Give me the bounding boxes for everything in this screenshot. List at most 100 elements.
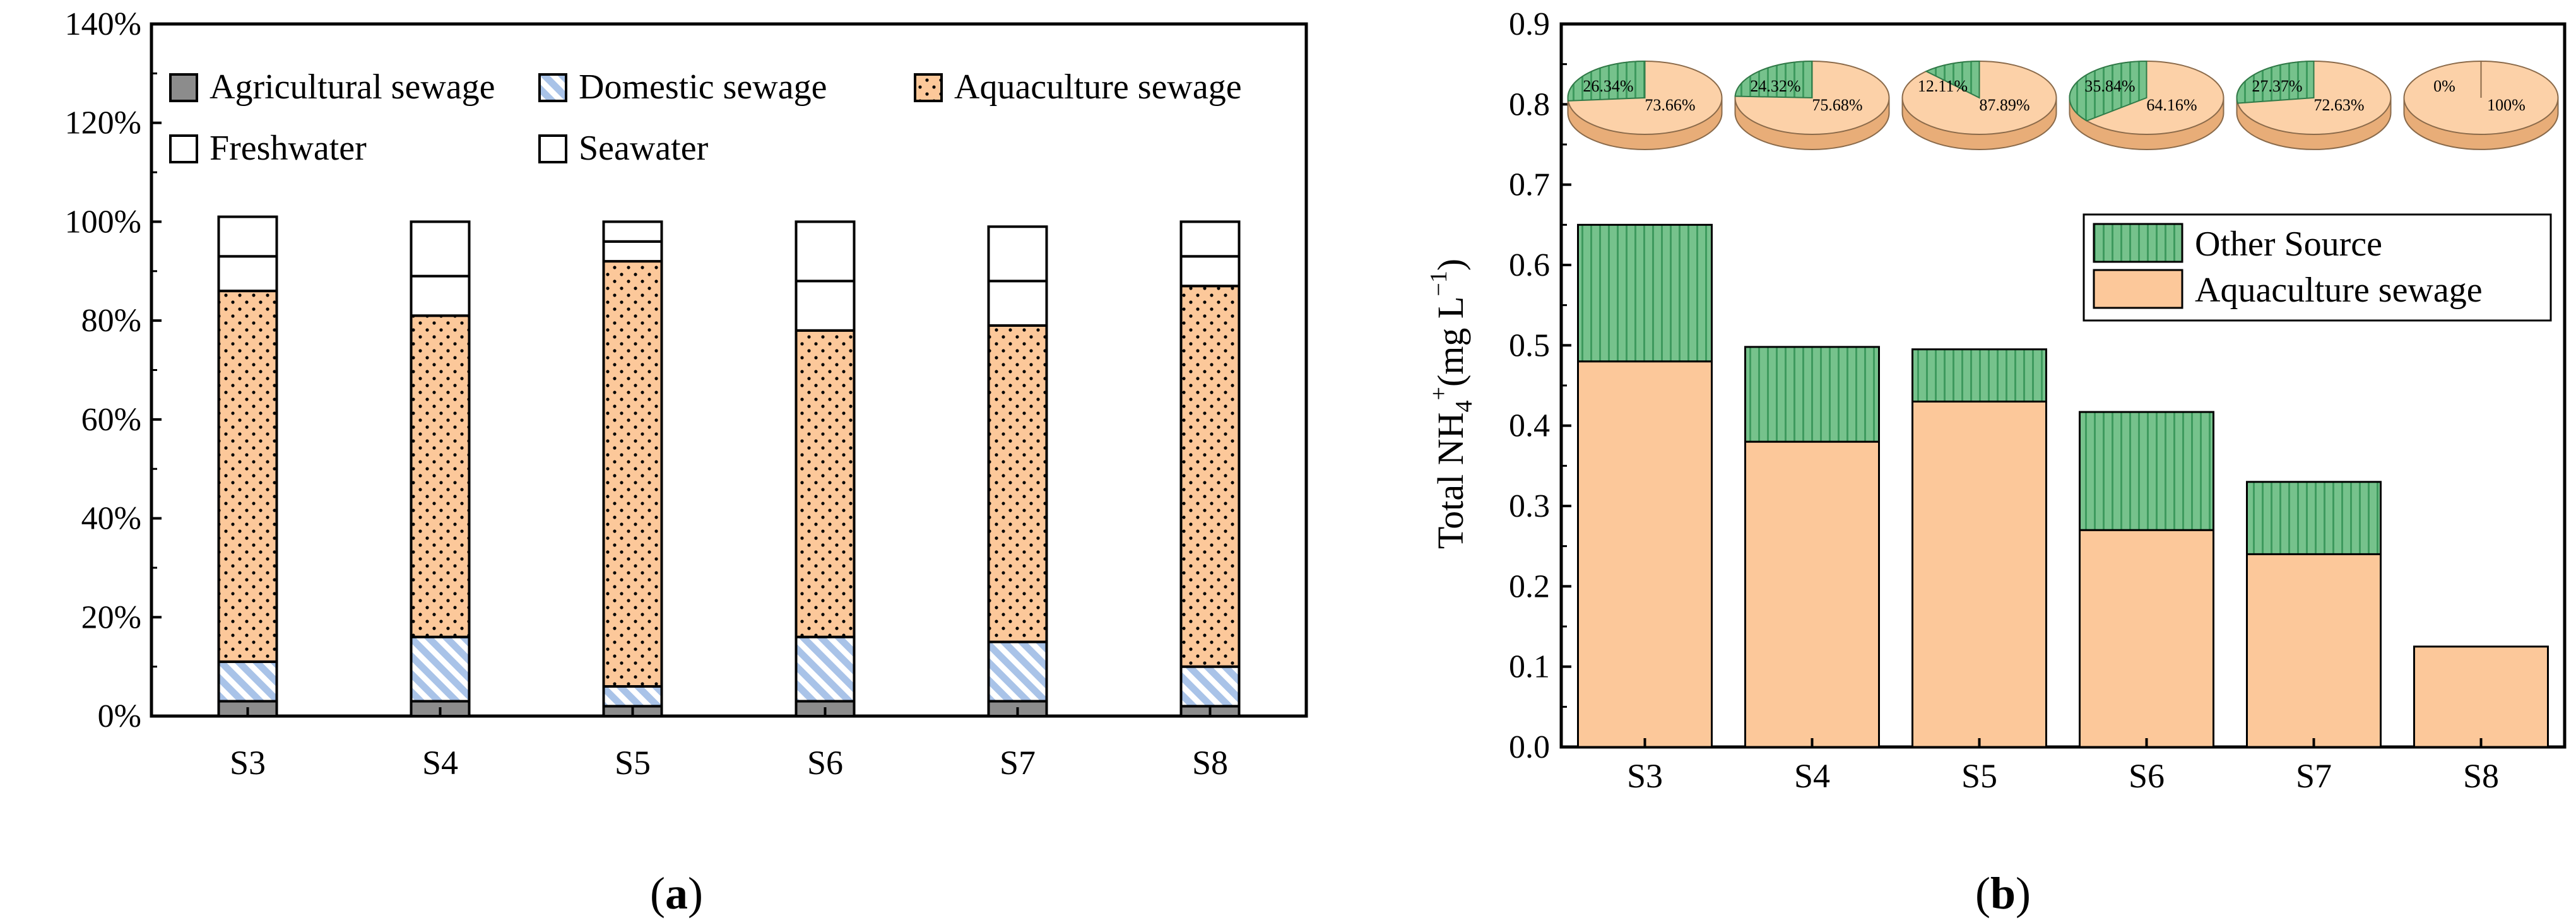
pie-chart: 35.84% 64.16% [2069, 60, 2224, 150]
pie-slice-other-source [2236, 60, 2315, 104]
category-label: S4 [422, 744, 458, 782]
legend-swatch [169, 73, 198, 102]
y-tick-label: 0.3 [1509, 488, 1550, 524]
bar-seawater [410, 220, 471, 278]
bar-freshwater [602, 240, 663, 263]
panel-b-legend: Other Source Aquaculture sewage [2083, 213, 2552, 322]
pie-slice-other-source [1925, 60, 1980, 99]
y-tick-label: 0.6 [1509, 247, 1550, 283]
legend-swatch [538, 73, 567, 102]
pie-label-other: 27.37% [2252, 77, 2302, 95]
category-label: S8 [1192, 744, 1228, 782]
bar-domestic-sewage [987, 640, 1048, 703]
panel-a-plot-frame [150, 22, 1308, 718]
bar-aquaculture-sewage [1577, 360, 1713, 748]
legend-label: Other Source [2195, 225, 2382, 264]
pie-label-other: 35.84% [2084, 77, 2135, 95]
panel-a-legend: Agricultural sewage Domestic sewage Aquacu… [169, 68, 1242, 168]
category-label: S3 [1627, 757, 1663, 795]
pie-chart: 27.37% 72.63% [2236, 60, 2392, 150]
y-tick-label: 80% [81, 303, 141, 339]
bar-aquaculture-sewage [987, 324, 1048, 644]
pie-chart: 26.34% 73.66% [1567, 60, 1723, 150]
bar-freshwater [795, 279, 856, 332]
bar-seawater [602, 220, 663, 243]
y-tick-label: 0.8 [1509, 86, 1550, 122]
legend-swatch [169, 134, 198, 163]
bar-aquaculture-sewage [2413, 645, 2549, 748]
bar-seawater [1179, 220, 1241, 258]
bar-other-source [2079, 411, 2214, 531]
bar-domestic-sewage [795, 635, 856, 703]
y-tick-label: 0.5 [1509, 327, 1550, 363]
bar-aquaculture-sewage [410, 314, 471, 638]
category-label: S8 [2463, 757, 2499, 795]
pie-label-aquaculture: 87.89% [1979, 96, 2029, 114]
y-tick-label: 120% [65, 105, 141, 141]
category-label: S6 [807, 744, 843, 782]
panel-a-label: (a) [650, 868, 703, 919]
bar-aquaculture-sewage [795, 329, 856, 638]
legend-label: Freshwater [210, 129, 367, 168]
bar-other-source [1744, 346, 1880, 443]
category-label: S7 [2296, 757, 2332, 795]
y-tick-label: 140% [65, 6, 141, 42]
pie-chart: 0% 100% [2403, 61, 2559, 150]
bar-domestic-sewage [1179, 665, 1241, 708]
category-label: S7 [1000, 744, 1036, 782]
pie-slice-other-source [2069, 60, 2148, 122]
pie-slice-other-source [1567, 60, 1646, 102]
y-tick-label: 0% [98, 698, 141, 734]
legend-label: Agricultural sewage [210, 68, 495, 107]
pie-label-aquaculture: 64.16% [2146, 96, 2197, 114]
bar-aquaculture-sewage [602, 260, 663, 688]
bar-other-source [1911, 348, 2047, 403]
y-tick-label: 0.9 [1509, 6, 1550, 42]
pie-label-aquaculture: 72.63% [2313, 96, 2364, 114]
panel-b-y-axis-label: Total NH4+(mg L−1) [1426, 259, 1477, 549]
bar-domestic-sewage [217, 660, 278, 703]
legend-swatch [538, 134, 567, 163]
bar-domestic-sewage [602, 685, 663, 708]
category-label: S5 [615, 744, 651, 782]
panel-b-chart: 0.0 0.1 0.2 0.3 0.4 0.5 0.6 0.7 0.8 0.9 S3 S4 S5 S6 S… [1426, 6, 2567, 919]
legend-label: Aquaculture sewage [954, 68, 1242, 107]
bar-seawater [987, 225, 1048, 283]
bar-freshwater [217, 255, 278, 293]
legend-label: Aquaculture sewage [2195, 271, 2483, 310]
bar-freshwater [410, 274, 471, 317]
legend-swatch [914, 73, 943, 102]
bar-seawater [217, 215, 278, 258]
category-label: S6 [2129, 757, 2165, 795]
bar-aquaculture-sewage [2079, 529, 2214, 748]
y-tick-label: 40% [81, 501, 141, 537]
bar-freshwater [987, 279, 1048, 327]
category-label: S4 [1794, 757, 1830, 795]
panel-a-chart: 0%20%40%60%80%100%120%140% S3 S4 S5 S6 S7 S8 … [65, 6, 1308, 919]
legend-swatch [2093, 223, 2183, 263]
pie-label-aquaculture: 100% [2487, 96, 2526, 114]
bar-aquaculture-sewage [217, 290, 278, 663]
y-tick-label: 0.1 [1509, 649, 1550, 685]
pie-label-aquaculture: 73.66% [1645, 96, 1695, 114]
bar-aquaculture-sewage [2246, 553, 2382, 748]
bar-other-source [1577, 223, 1713, 363]
legend-label: Domestic sewage [579, 68, 827, 107]
y-tick-label: 0.2 [1509, 568, 1550, 604]
category-label: S3 [230, 744, 266, 782]
pie-label-other: 12.11% [1918, 77, 1968, 95]
bar-other-source [2246, 481, 2382, 555]
bar-aquaculture-sewage [1179, 285, 1241, 668]
pie-chart: 24.32% 75.68% [1734, 60, 1890, 150]
pie-label-other: 24.32% [1750, 77, 1800, 95]
panel-b-label: (b) [1975, 868, 2031, 919]
y-tick-label: 20% [81, 599, 141, 635]
y-tick-label: 0.0 [1509, 729, 1550, 765]
y-tick-label: 60% [81, 402, 141, 438]
legend-label: Seawater [579, 129, 709, 168]
y-tick-label: 0.7 [1509, 167, 1550, 203]
pie-label-other: 0% [2433, 77, 2455, 95]
pie-label-other: 26.34% [1583, 77, 1633, 95]
category-label: S5 [1961, 757, 1997, 795]
